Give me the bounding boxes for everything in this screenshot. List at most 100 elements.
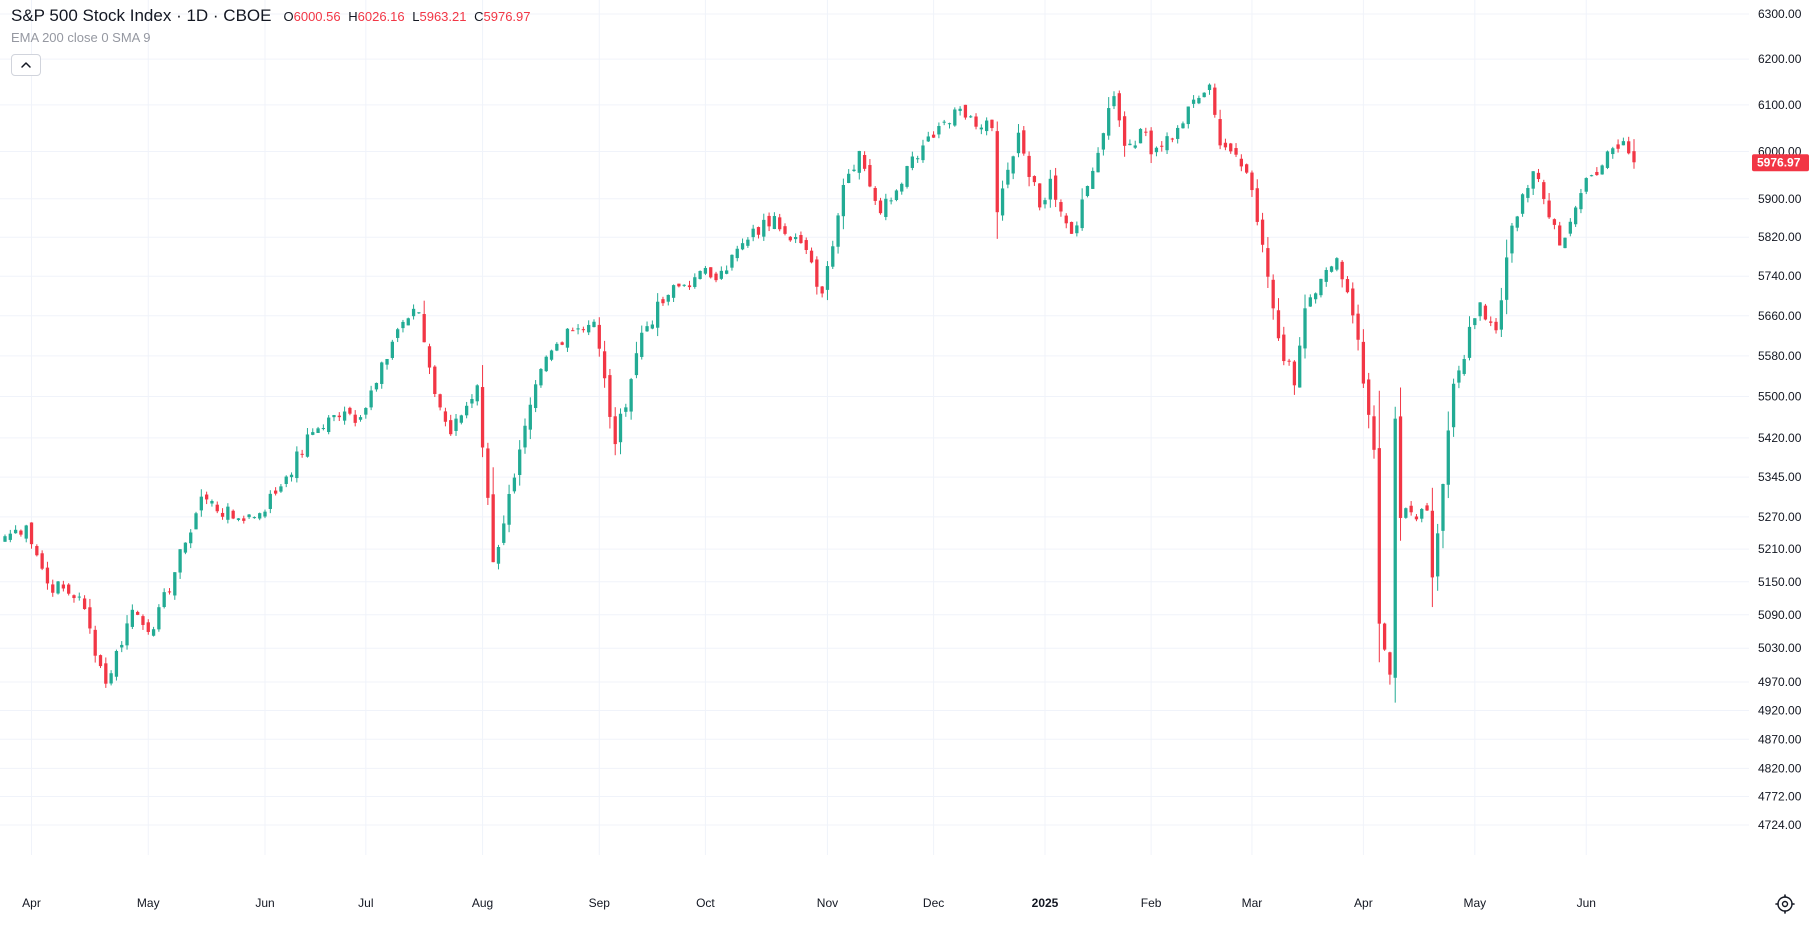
candle	[1218, 109, 1222, 150]
candle	[358, 415, 363, 422]
candle-body	[709, 267, 713, 278]
candle	[1075, 221, 1079, 237]
candle	[1038, 183, 1042, 211]
x-tick-label: 2025	[1032, 896, 1059, 910]
candle-body	[1398, 416, 1403, 518]
candle	[820, 285, 824, 298]
candle	[1319, 278, 1323, 298]
candle-body	[995, 131, 999, 213]
candle-body	[560, 342, 564, 345]
candle-body	[1085, 185, 1090, 197]
candle	[258, 512, 262, 521]
candle-body	[358, 417, 363, 420]
candle-body	[533, 384, 538, 409]
y-tick-label: 5345.00	[1758, 470, 1802, 484]
candle-body	[1059, 202, 1063, 212]
x-tick-label: May	[137, 896, 160, 910]
candle	[77, 592, 81, 601]
candle-body	[380, 362, 384, 384]
candle-body	[24, 525, 28, 539]
candle	[1611, 146, 1615, 159]
candle-body	[555, 343, 559, 351]
candle	[677, 283, 681, 288]
candle	[390, 339, 394, 360]
candle	[650, 320, 654, 330]
candle-body	[258, 513, 262, 519]
candle-body	[820, 286, 824, 294]
candle	[1260, 212, 1265, 253]
candle-body	[273, 490, 278, 494]
candle-body	[889, 200, 893, 202]
candle-body	[783, 226, 787, 234]
candle-body	[268, 493, 272, 509]
candle-body	[311, 432, 315, 435]
candle	[661, 296, 665, 306]
y-tick-label: 5210.00	[1758, 542, 1802, 556]
candle-body	[263, 511, 267, 517]
y-tick-label: 5420.00	[1758, 431, 1802, 445]
candle	[480, 365, 485, 458]
candle-body	[204, 494, 209, 500]
candle-body	[1367, 379, 1371, 415]
candle-body	[67, 584, 71, 594]
candle-body	[1069, 221, 1074, 234]
time-axis[interactable]: Apr May Jun Jul Aug Sep Oct Nov Dec 2025 Feb Mar Apr…	[22, 896, 1596, 910]
candle	[1420, 508, 1424, 523]
candle-body	[1420, 508, 1424, 519]
candle	[438, 393, 442, 411]
price-axis[interactable]: 4724.00 4772.00 4820.00 4870.00 4920.00 4970.…	[1758, 7, 1802, 832]
candle-body	[1621, 141, 1626, 146]
candle-body	[767, 215, 771, 227]
candle	[1165, 132, 1169, 155]
candle	[1451, 378, 1456, 437]
candle	[1303, 294, 1307, 359]
candle	[645, 321, 649, 332]
candle-body	[449, 420, 453, 435]
candle-body	[661, 299, 665, 304]
candle-body	[836, 215, 840, 247]
candle-body	[1515, 216, 1519, 228]
candle-body	[969, 116, 973, 118]
candle	[730, 254, 734, 271]
candle	[1563, 237, 1567, 249]
y-tick-label: 5660.00	[1758, 309, 1802, 323]
low-value: 5963.21	[419, 9, 467, 24]
candle	[433, 365, 437, 398]
candle-body	[916, 158, 920, 160]
candle	[1404, 507, 1408, 519]
candle-body	[19, 530, 23, 535]
chart-settings-button[interactable]	[1774, 893, 1796, 915]
candle-body	[29, 522, 34, 545]
candle-body	[422, 314, 426, 343]
candle-body	[1345, 279, 1350, 293]
candle-body	[1361, 341, 1366, 384]
candle-body	[1589, 175, 1594, 177]
candle	[1313, 292, 1318, 304]
y-tick-label: 5030.00	[1758, 641, 1802, 655]
candle-body	[1547, 200, 1551, 218]
candle-body	[1287, 360, 1291, 362]
candle	[910, 151, 915, 171]
candle	[1584, 177, 1588, 195]
candle	[1409, 501, 1413, 516]
candle	[1547, 193, 1551, 219]
candle	[130, 604, 134, 630]
candle	[1510, 222, 1514, 263]
candle	[35, 544, 39, 557]
candle-body	[1122, 116, 1127, 146]
candle-body	[852, 169, 856, 171]
candle	[1457, 365, 1461, 389]
candle-body	[1064, 215, 1068, 224]
candle-body	[1329, 266, 1334, 272]
collapse-legend-button[interactable]	[11, 54, 41, 76]
candle-body	[252, 517, 257, 519]
candle	[958, 106, 962, 116]
last-price-tag: 5976.97	[1752, 154, 1809, 172]
candle-body	[947, 123, 952, 125]
candle-body	[374, 382, 379, 390]
candle-body	[1096, 152, 1100, 173]
indicators-legend[interactable]: EMA 200 close 0 SMA 9	[11, 30, 151, 45]
symbol-title[interactable]: S&P 500 Stock Index · 1D · CBOE	[11, 6, 272, 25]
